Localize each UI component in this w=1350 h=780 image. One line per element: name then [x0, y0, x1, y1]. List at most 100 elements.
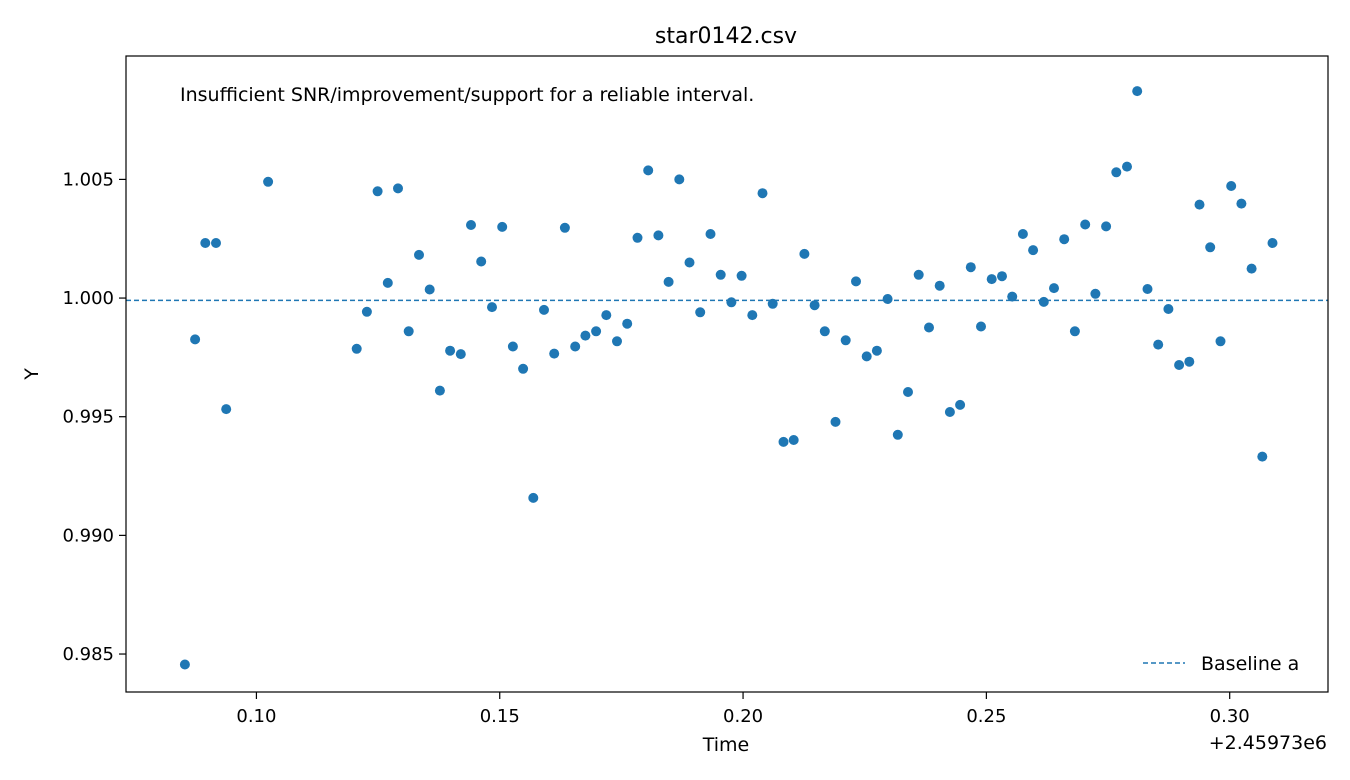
x-tick-label: 0.25 — [966, 706, 1006, 727]
data-point-48 — [788, 435, 799, 445]
y-tick-label: 0.985 — [62, 644, 114, 665]
data-point-75 — [1069, 326, 1080, 337]
data-point-18 — [476, 256, 487, 267]
x-tick-label: 0.20 — [723, 706, 763, 727]
data-point-33 — [632, 232, 643, 243]
data-point-54 — [851, 276, 861, 287]
data-point-42 — [726, 297, 737, 308]
x-axis-label: Time — [702, 734, 750, 756]
data-point-71 — [1028, 245, 1039, 256]
data-point-25 — [549, 348, 560, 359]
data-point-92 — [1246, 263, 1257, 274]
data-point-85 — [1174, 360, 1185, 370]
data-point-60 — [913, 269, 924, 280]
data-point-24 — [539, 304, 549, 315]
data-point-11 — [403, 326, 414, 337]
data-point-22 — [518, 363, 529, 374]
data-point-49 — [799, 248, 810, 259]
data-point-62 — [934, 280, 945, 291]
data-point-82 — [1142, 284, 1153, 294]
data-point-1 — [190, 334, 201, 345]
data-point-67 — [986, 274, 997, 285]
data-point-28 — [580, 330, 591, 341]
points-layer — [179, 86, 1278, 670]
y-tick-label: 0.995 — [62, 407, 114, 428]
data-point-17 — [466, 220, 476, 230]
data-point-40 — [705, 229, 716, 239]
data-point-41 — [715, 269, 726, 280]
data-point-27 — [570, 341, 581, 352]
data-point-69 — [1007, 291, 1018, 302]
y-axis-ticks: 0.985 0.990 0.995 1.000 1.005 — [62, 169, 126, 665]
data-point-34 — [643, 165, 654, 176]
data-point-50 — [809, 300, 820, 311]
data-point-79 — [1111, 167, 1122, 178]
data-point-74 — [1059, 234, 1070, 245]
legend: Baseline a — [1143, 653, 1299, 675]
data-point-58 — [892, 429, 903, 440]
x-tick-label: 0.10 — [236, 706, 276, 727]
data-point-63 — [944, 407, 955, 417]
data-point-89 — [1215, 336, 1226, 347]
data-point-78 — [1101, 221, 1112, 232]
data-point-29 — [591, 326, 602, 337]
data-point-38 — [684, 257, 695, 268]
data-point-91 — [1236, 198, 1247, 209]
data-point-72 — [1038, 296, 1049, 307]
legend-baseline-label: Baseline a — [1201, 653, 1299, 675]
data-point-93 — [1257, 451, 1268, 462]
x-tick-label: 0.30 — [1210, 706, 1250, 727]
data-point-76 — [1080, 219, 1091, 230]
data-point-70 — [1017, 229, 1028, 239]
data-point-0 — [179, 659, 190, 670]
data-point-6 — [351, 343, 362, 354]
chart-annotation: Insufficient SNR/improvement/support for… — [180, 84, 754, 106]
data-point-36 — [663, 276, 674, 287]
data-point-9 — [382, 277, 393, 288]
data-point-87 — [1194, 199, 1205, 210]
data-point-16 — [455, 349, 466, 360]
y-axis-label: Y — [21, 368, 43, 381]
data-point-90 — [1226, 181, 1237, 191]
data-point-7 — [361, 306, 372, 317]
data-point-43 — [736, 270, 747, 281]
data-point-32 — [622, 318, 633, 329]
y-tick-label: 1.000 — [62, 288, 114, 309]
data-point-64 — [955, 399, 966, 410]
data-point-45 — [757, 188, 768, 199]
data-point-56 — [871, 345, 882, 356]
data-point-77 — [1090, 288, 1101, 299]
data-point-3 — [211, 238, 221, 248]
data-point-20 — [497, 221, 508, 232]
data-point-39 — [695, 307, 706, 318]
data-point-84 — [1163, 304, 1174, 314]
data-point-51 — [819, 326, 830, 337]
data-point-26 — [559, 222, 570, 233]
data-point-12 — [414, 249, 424, 260]
data-point-19 — [487, 302, 497, 313]
data-point-5 — [263, 176, 274, 187]
data-point-94 — [1267, 238, 1278, 248]
data-point-21 — [507, 341, 518, 352]
data-point-47 — [778, 436, 789, 447]
data-point-68 — [997, 271, 1007, 282]
data-point-30 — [601, 310, 612, 321]
data-point-4 — [221, 404, 232, 415]
data-point-15 — [445, 345, 456, 356]
plot-frame — [125, 55, 1329, 693]
data-point-83 — [1153, 339, 1164, 350]
x-axis-offset-label: +2.45973e6 — [1209, 732, 1327, 754]
data-point-31 — [612, 336, 622, 347]
data-point-46 — [767, 298, 778, 309]
data-point-81 — [1132, 86, 1143, 97]
data-point-10 — [393, 183, 403, 194]
x-tick-label: 0.15 — [480, 706, 520, 727]
x-axis-ticks: 0.10 0.15 0.20 0.25 0.30 — [236, 692, 1250, 727]
data-point-52 — [830, 416, 841, 427]
data-point-14 — [434, 385, 445, 396]
data-point-61 — [924, 322, 934, 333]
data-point-66 — [976, 321, 986, 332]
data-point-44 — [747, 310, 758, 321]
